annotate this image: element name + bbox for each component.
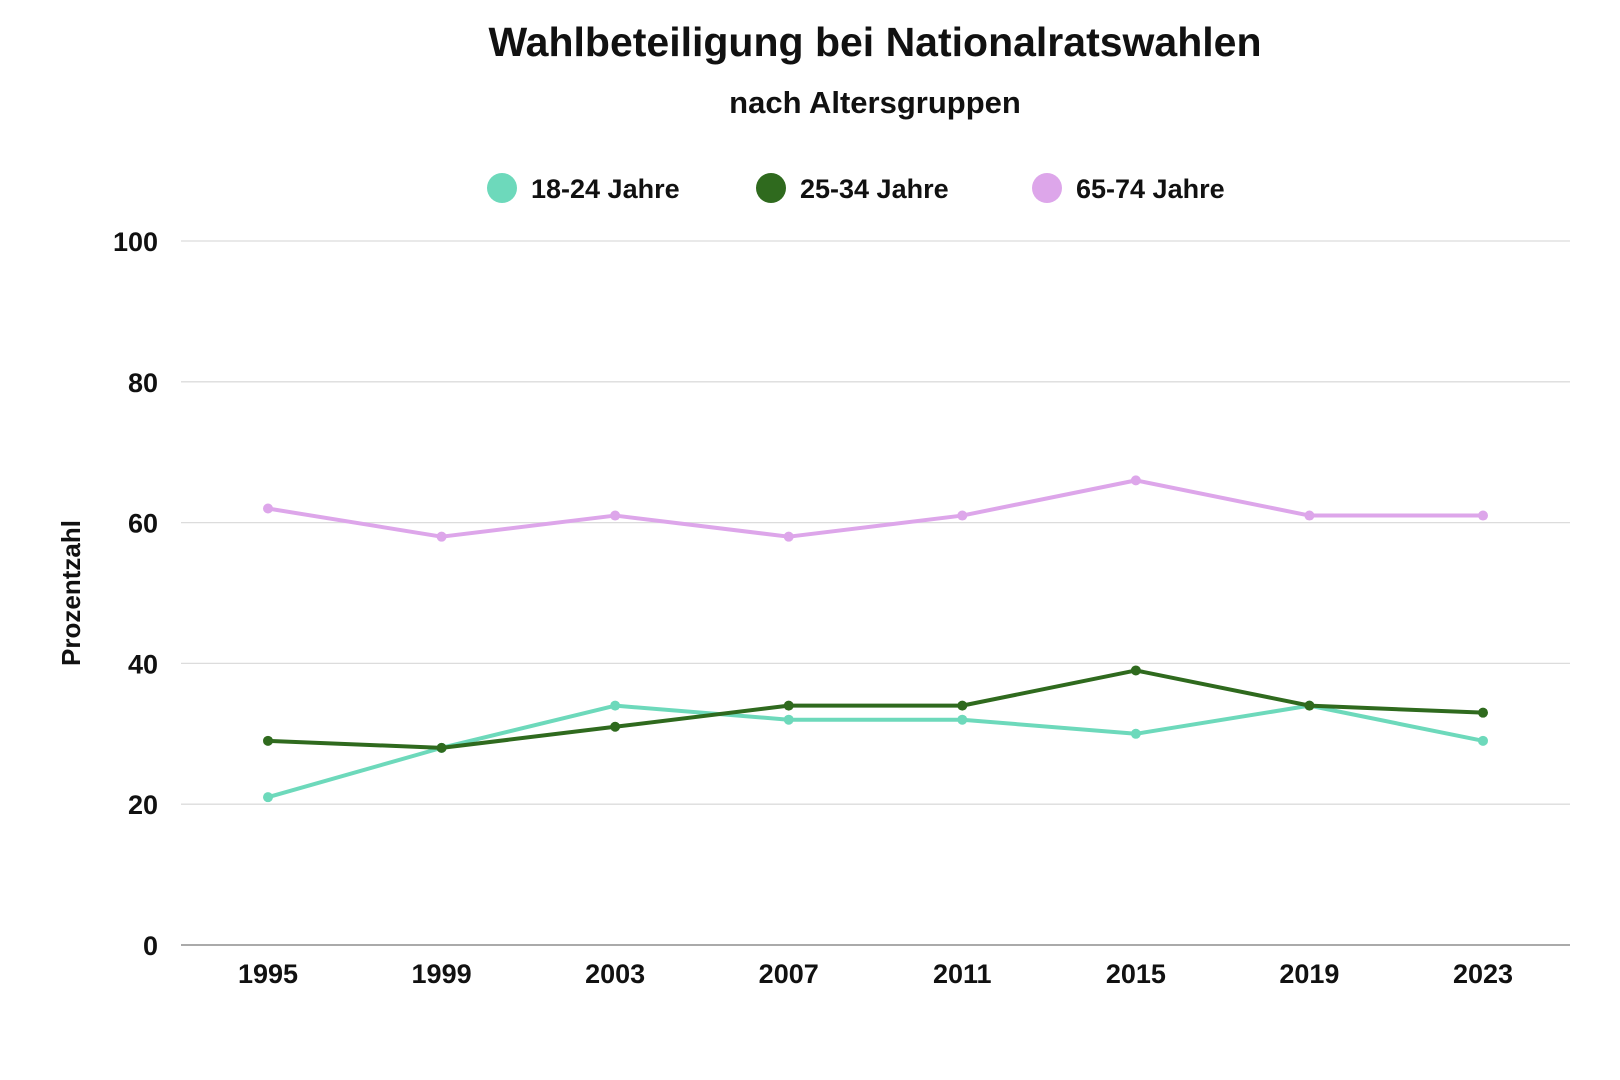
legend-label: 25-34 Jahre: [800, 174, 949, 204]
data-point[interactable]: [263, 792, 273, 803]
x-tick-label: 2003: [585, 959, 645, 989]
gridlines: [181, 240, 1570, 946]
y-tick-label: 80: [128, 368, 158, 398]
data-point[interactable]: [1130, 728, 1141, 739]
x-tick-label: 2023: [1453, 959, 1513, 989]
data-point[interactable]: [957, 510, 968, 521]
data-point[interactable]: [263, 503, 273, 514]
data-point[interactable]: [1130, 475, 1141, 486]
data-point[interactable]: [1478, 510, 1488, 521]
data-point[interactable]: [436, 531, 447, 542]
x-tick-label: 2007: [759, 959, 819, 989]
y-axis-ticks: 0 20 40 60 80 100: [113, 227, 158, 961]
x-tick-label: 1995: [238, 959, 298, 989]
y-tick-label: 40: [128, 649, 158, 679]
x-tick-label: 2019: [1279, 959, 1339, 989]
series-65-74-jahre: [263, 475, 1488, 542]
chart-subtitle: nach Altersgruppen: [729, 85, 1021, 120]
series-group: [263, 475, 1488, 803]
data-point[interactable]: [1478, 707, 1488, 718]
legend-item[interactable]: 18-24 Jahre: [487, 173, 680, 204]
y-tick-label: 0: [143, 931, 158, 961]
legend-label: 65-74 Jahre: [1076, 174, 1225, 204]
data-point[interactable]: [957, 700, 968, 711]
series-line: [267, 703, 1484, 800]
chart-title: Wahlbeteiligung bei Nationalratswahlen: [488, 19, 1261, 65]
y-tick-label: 60: [128, 509, 158, 539]
legend-swatch: [756, 173, 786, 203]
data-point[interactable]: [957, 714, 968, 725]
x-tick-label: 2011: [933, 959, 992, 989]
legend-swatch: [1032, 173, 1062, 203]
legend: 18-24 Jahre 25-34 Jahre 65-74 Jahre: [487, 173, 1225, 204]
legend-item[interactable]: 25-34 Jahre: [756, 173, 949, 204]
data-point[interactable]: [610, 721, 621, 732]
x-axis-ticks: 1995 1999 2003 2007 2011 2015 2019 2023: [238, 959, 1513, 989]
data-point[interactable]: [610, 510, 621, 521]
data-point[interactable]: [1304, 510, 1315, 521]
series-line: [267, 478, 1483, 539]
x-tick-label: 1999: [412, 959, 472, 989]
data-point[interactable]: [610, 700, 621, 711]
series-18-24-jahre: [263, 700, 1488, 803]
legend-item[interactable]: 65-74 Jahre: [1032, 173, 1225, 204]
x-tick-label: 2015: [1106, 959, 1166, 989]
legend-label: 18-24 Jahre: [531, 174, 680, 204]
y-axis-label: Prozentzahl: [56, 520, 86, 666]
data-point[interactable]: [1304, 700, 1315, 711]
data-point[interactable]: [783, 531, 794, 542]
y-tick-label: 20: [128, 790, 158, 820]
data-point[interactable]: [263, 735, 273, 746]
series-25-34-jahre: [263, 665, 1488, 753]
data-point[interactable]: [1130, 665, 1141, 676]
data-point[interactable]: [1478, 735, 1488, 746]
y-tick-label: 100: [113, 227, 158, 257]
data-point[interactable]: [783, 700, 794, 711]
series-line: [267, 668, 1484, 750]
data-point[interactable]: [436, 742, 447, 753]
data-point[interactable]: [783, 714, 794, 725]
legend-swatch: [487, 173, 517, 203]
